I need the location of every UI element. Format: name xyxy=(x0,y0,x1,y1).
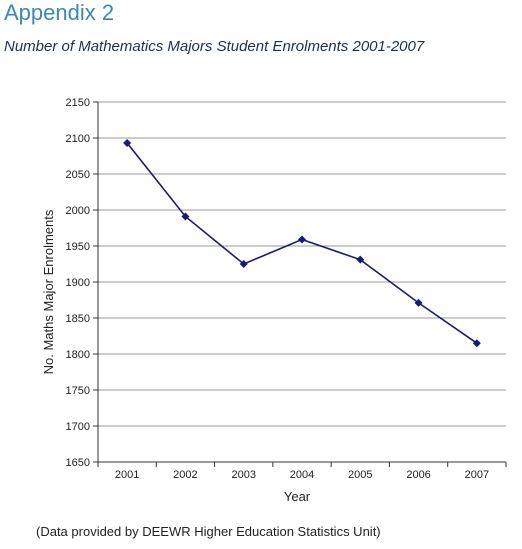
y-tick-label: 1750 xyxy=(66,385,90,397)
x-tick-label: 2007 xyxy=(465,469,489,481)
data-point-2003 xyxy=(239,260,248,268)
data-source-note: (Data provided by DEEWR Higher Education… xyxy=(36,524,381,539)
chart-caption: Number of Mathematics Majors Student Enr… xyxy=(4,38,425,55)
y-tick-label: 2100 xyxy=(66,133,90,145)
x-tick-label: 2005 xyxy=(348,469,372,481)
x-axis-title: Year xyxy=(284,489,311,504)
series-layer xyxy=(123,139,481,348)
y-tick-label: 1800 xyxy=(66,349,90,361)
y-tick-label: 2050 xyxy=(66,169,90,181)
data-point-2006 xyxy=(414,298,423,307)
x-tick-label: 2004 xyxy=(290,469,314,481)
x-tick-label: 2006 xyxy=(406,469,430,481)
y-axis-title: No. Maths Major Enrolments xyxy=(41,209,56,374)
data-point-2001 xyxy=(123,139,132,148)
y-tick-label: 1900 xyxy=(66,277,90,289)
x-tick-label: 2003 xyxy=(231,469,255,481)
y-tick-label: 1650 xyxy=(66,457,90,469)
data-point-2002 xyxy=(181,212,190,221)
axes xyxy=(93,101,507,467)
x-tick-label: 2002 xyxy=(173,469,197,481)
y-tick-label: 1950 xyxy=(66,241,90,253)
gridlines xyxy=(98,101,506,463)
y-tick-label: 1850 xyxy=(66,313,90,325)
y-tick-label: 2150 xyxy=(66,97,90,109)
data-point-2007 xyxy=(472,339,481,348)
data-point-2005 xyxy=(356,255,365,264)
y-tick-label: 1700 xyxy=(66,421,90,433)
page-heading: Appendix 2 xyxy=(4,0,115,25)
x-tick-labels: 2001 2002 2003 2004 2005 2006 2007 xyxy=(115,469,489,481)
x-tick-label: 2001 xyxy=(115,469,139,481)
data-point-2004 xyxy=(298,235,306,244)
y-tick-labels: 1650 1700 1750 1800 1850 1900 1950 2000 2050 2100… xyxy=(66,97,90,469)
y-tick-label: 2000 xyxy=(66,205,90,217)
